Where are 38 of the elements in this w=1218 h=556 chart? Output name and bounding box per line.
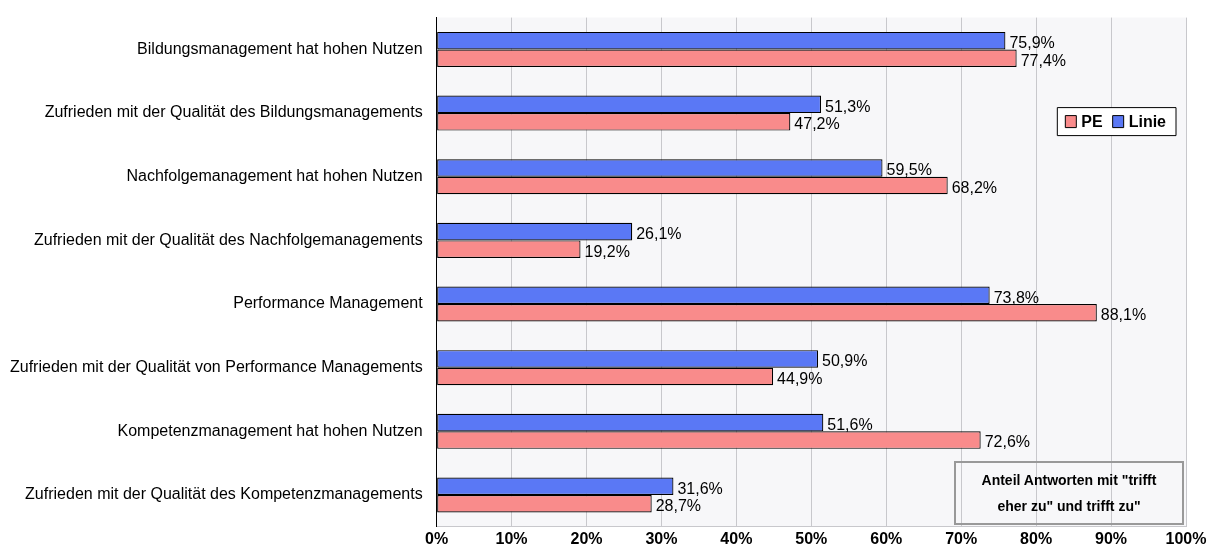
legend-label: Linie [1128,113,1167,131]
y-tick-label: Performance Management [233,294,424,312]
data-label: 47,2% [794,115,840,133]
x-tick-label: 20% [570,529,603,547]
data-label: 31,6% [677,479,723,497]
x-tick-label: 90% [1095,529,1128,547]
data-label: 75,9% [1009,34,1055,52]
y-tick-label: Zufrieden mit der Qualität des Bildungsmanagements [44,103,423,121]
x-tick-label: 10% [495,529,528,547]
data-label: 59,5% [886,161,932,179]
data-label: 51,3% [825,97,871,115]
x-tick-label: 30% [645,529,678,547]
data-label: 72,6% [984,433,1031,451]
legend-label: PE [1081,113,1103,131]
y-tick-label: Kompetenzmanagement hat hohen Nutzen [117,421,423,439]
y-tick-label: Zufrieden mit der Qualität von Performance Managements [10,358,423,376]
data-label: 19,2% [584,242,630,260]
x-tick-label: 70% [945,529,978,547]
y-tick-label: Bildungsmanagement hat hohen Nutzen [137,39,423,57]
data-label: 26,1% [636,225,682,243]
data-label: 73,8% [993,288,1040,306]
x-tick-label: 0% [425,529,449,547]
data-label: 51,6% [827,415,873,433]
data-label: 50,9% [822,352,868,370]
data-label: 68,2% [951,178,998,196]
data-label: 88,1% [1100,306,1147,324]
note-box: Anteil Antworten mit "trifft eher zu" und trifft zu" [954,460,1184,525]
data-label: 28,7% [655,497,702,515]
y-tick-label: Zufrieden mit der Qualität des Kompetenzmanagements [25,485,423,503]
x-tick-label: 50% [795,529,828,547]
x-tick-label: 100% [1165,529,1207,547]
y-tick-label: Zufrieden mit der Qualität des Nachfolgemanagements [33,230,423,248]
x-tick-label: 40% [720,529,753,547]
x-tick-label: 60% [870,529,903,547]
data-label: 77,4% [1020,51,1067,69]
data-label: 44,9% [777,369,823,387]
x-tick-label: 80% [1020,529,1053,547]
y-tick-label: Nachfolgemanagement hat hohen Nutzen [126,167,423,185]
